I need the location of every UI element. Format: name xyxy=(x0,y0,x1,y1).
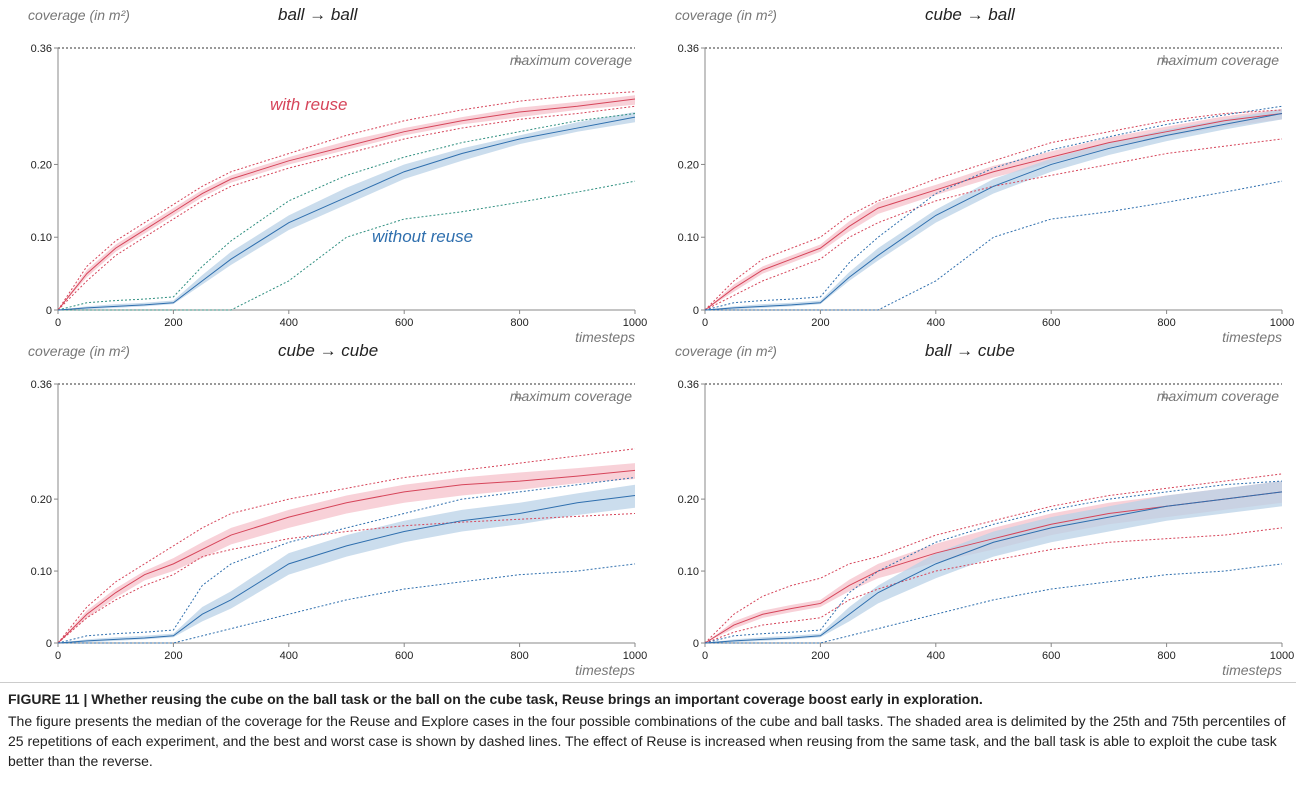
median-line xyxy=(704,113,1283,311)
median-line xyxy=(57,469,636,644)
figure: coverage (in m²) ball → ball timesteps maxi… xyxy=(28,5,1294,678)
annotation: maximum coverage xyxy=(510,388,632,404)
median-line xyxy=(57,98,636,311)
y-tick-label: 0.20 xyxy=(31,494,52,506)
x-tick-label: 400 xyxy=(280,650,298,662)
series-label: without reuse xyxy=(372,227,473,246)
percentile-band xyxy=(705,109,1282,310)
y-tick-label: 0.10 xyxy=(678,566,699,578)
worst-case-line xyxy=(57,513,636,644)
x-axis-label: timesteps xyxy=(1222,329,1282,345)
annotation: maximum coverage xyxy=(510,52,632,68)
worst-case-line xyxy=(58,180,636,311)
x-tick-label: 400 xyxy=(927,650,945,662)
worst-case-line xyxy=(58,563,636,644)
y-tick-label: 0 xyxy=(46,638,52,650)
median-line xyxy=(704,491,1283,644)
y-tick-label: 0 xyxy=(693,638,699,650)
worst-case-line xyxy=(705,180,1283,311)
annotation: maximum coverage xyxy=(1157,52,1279,68)
x-axis-label: timesteps xyxy=(575,662,635,678)
percentile-band xyxy=(58,484,635,643)
y-axis-label: coverage (in m²) xyxy=(28,343,130,359)
annotation-arrow xyxy=(516,391,523,399)
median-line xyxy=(704,491,1283,644)
y-tick-label: 0.36 xyxy=(31,379,52,391)
series-label: with reuse xyxy=(270,95,347,114)
caption-text: The figure presents the median of the co… xyxy=(8,713,1286,769)
caption-title: FIGURE 11 | Whether reusing the cube on … xyxy=(8,691,983,707)
x-tick-label: 1000 xyxy=(1270,317,1294,329)
y-tick-label: 0.10 xyxy=(678,232,699,244)
x-tick-label: 600 xyxy=(395,317,413,329)
x-tick-label: 800 xyxy=(1157,650,1175,662)
best-case-line xyxy=(704,109,1283,311)
x-tick-label: 800 xyxy=(510,317,528,329)
x-tick-label: 200 xyxy=(811,317,829,329)
worst-case-line xyxy=(57,105,636,311)
chart-title: cube → cube xyxy=(278,341,378,360)
y-tick-label: 0.36 xyxy=(31,43,52,55)
chart-title: cube → ball xyxy=(925,5,1016,24)
x-tick-label: 200 xyxy=(811,650,829,662)
x-tick-label: 1000 xyxy=(623,650,647,662)
y-tick-label: 0.10 xyxy=(31,566,52,578)
x-tick-label: 400 xyxy=(927,317,945,329)
worst-case-line xyxy=(705,563,1283,644)
best-case-line xyxy=(57,448,636,644)
y-axis-label: coverage (in m²) xyxy=(28,7,130,23)
annotation-arrow xyxy=(1163,55,1170,63)
x-tick-label: 200 xyxy=(164,650,182,662)
y-axis-label: coverage (in m²) xyxy=(675,343,777,359)
worst-case-line xyxy=(704,138,1283,311)
x-tick-label: 800 xyxy=(510,650,528,662)
caption: FIGURE 11 | Whether reusing the cube on … xyxy=(0,682,1296,777)
y-axis-label: coverage (in m²) xyxy=(675,7,777,23)
annotation-arrow xyxy=(516,55,523,63)
median-line xyxy=(57,116,636,311)
y-tick-label: 0.20 xyxy=(678,494,699,506)
y-tick-label: 0 xyxy=(46,305,52,317)
percentile-band xyxy=(705,481,1282,643)
x-tick-label: 600 xyxy=(1042,317,1060,329)
worst-case-line xyxy=(704,527,1283,644)
x-tick-label: 1000 xyxy=(623,317,647,329)
x-tick-label: 0 xyxy=(702,650,708,662)
y-tick-label: 0 xyxy=(693,305,699,317)
best-case-line xyxy=(57,113,636,311)
y-tick-label: 0.36 xyxy=(678,379,699,391)
y-tick-label: 0.20 xyxy=(31,159,52,171)
y-tick-label: 0.36 xyxy=(678,43,699,55)
x-tick-label: 0 xyxy=(55,650,61,662)
annotation: maximum coverage xyxy=(1157,388,1279,404)
x-tick-label: 600 xyxy=(395,650,413,662)
x-tick-label: 200 xyxy=(164,317,182,329)
median-line xyxy=(704,113,1283,311)
percentile-band xyxy=(58,463,635,643)
best-case-line xyxy=(57,91,636,311)
x-tick-label: 0 xyxy=(702,317,708,329)
best-case-line xyxy=(704,473,1283,644)
x-tick-label: 1000 xyxy=(1270,650,1294,662)
best-case-line xyxy=(704,105,1283,311)
x-tick-label: 800 xyxy=(1157,317,1175,329)
x-tick-label: 0 xyxy=(55,317,61,329)
x-axis-label: timesteps xyxy=(575,329,635,345)
y-tick-label: 0.10 xyxy=(31,232,52,244)
percentile-band xyxy=(705,109,1282,310)
x-axis-label: timesteps xyxy=(1222,662,1282,678)
x-tick-label: 400 xyxy=(280,317,298,329)
chart-title: ball → cube xyxy=(925,341,1015,360)
x-tick-label: 600 xyxy=(1042,650,1060,662)
best-case-line xyxy=(57,477,636,644)
chart-title: ball → ball xyxy=(278,5,359,24)
annotation-arrow xyxy=(1163,391,1170,399)
median-line xyxy=(57,495,636,644)
y-tick-label: 0.20 xyxy=(678,159,699,171)
